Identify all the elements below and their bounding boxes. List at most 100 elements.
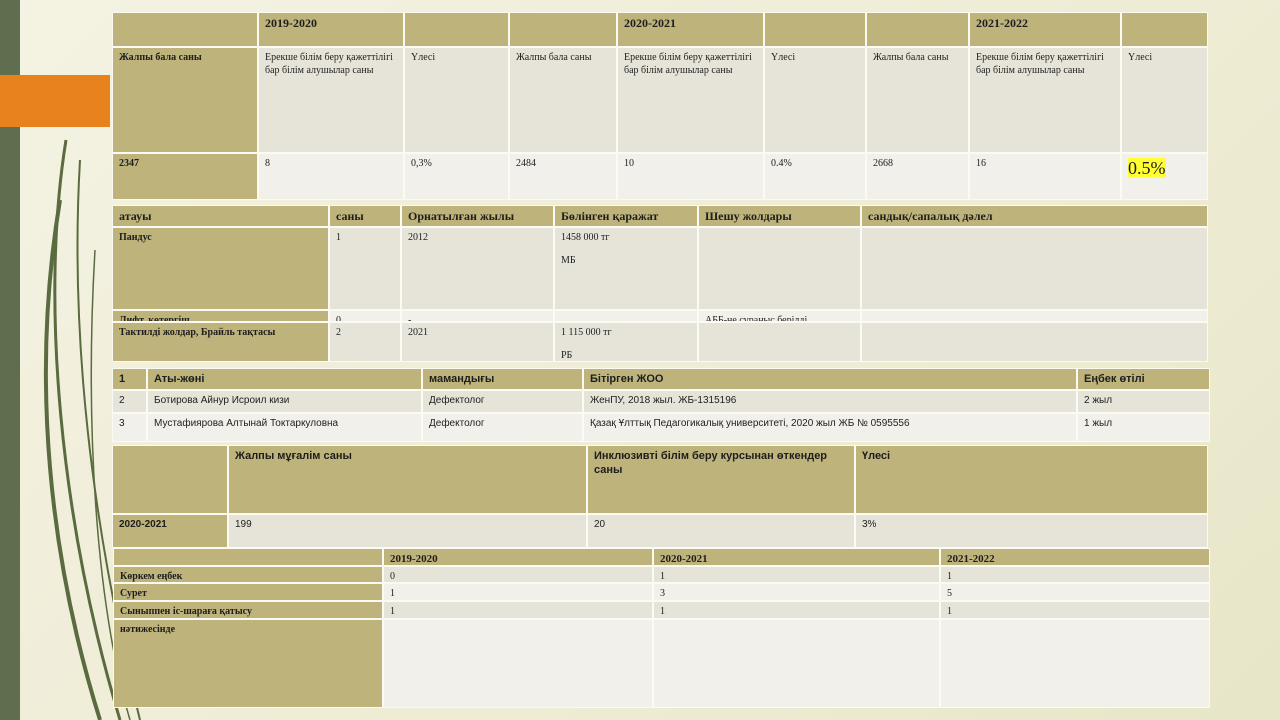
header-cell: 2021-2022	[940, 548, 1210, 566]
header-cell: Үлесі	[855, 445, 1208, 514]
table-cell: 1 115 000 тг РБ	[554, 322, 698, 362]
table-cell: 0	[329, 310, 401, 322]
table-cell	[861, 310, 1208, 322]
cell-text: Шешу жолдары	[705, 209, 792, 223]
table-cell: 2347	[112, 153, 258, 200]
cell-text: Жалпы бала саны	[873, 52, 949, 63]
table-cell: АББ-не сұраныс берілді	[698, 310, 861, 322]
table-cell	[653, 619, 940, 708]
cell-text: саны	[336, 209, 364, 223]
table-cell: 1	[653, 566, 940, 583]
cell-text: 2021-2022	[947, 553, 995, 565]
cell-text: Тактилді жолдар, Брайль тақтасы	[119, 327, 276, 338]
cell-text: 1 115 000 тг	[561, 327, 612, 338]
table-cell: Үлесі	[404, 47, 509, 153]
cell-text: 1	[660, 571, 665, 582]
table-cell: Сурет	[113, 583, 383, 601]
header-cell	[112, 12, 258, 47]
header-cell: 1	[112, 368, 147, 390]
cell-text: Үлесі	[411, 52, 436, 63]
cell-text: 20	[594, 519, 606, 530]
cell-text: Дефектолог	[429, 395, 485, 406]
cell-text: 1	[947, 571, 952, 582]
cell-text: Орнатылған жылы	[408, 209, 515, 223]
cell-text: 2019-2020	[390, 553, 438, 565]
cell-text: Үлесі	[1128, 52, 1153, 63]
table-cell: Қазақ Ұлттық Педагогикалық университеті,…	[583, 413, 1077, 442]
table-cell: 8	[258, 153, 404, 200]
table-cell: 1	[383, 583, 653, 601]
cell-text: 0,3%	[411, 158, 432, 169]
header-cell: 2019-2020	[258, 12, 404, 47]
table-cell: Үлесі	[1121, 47, 1208, 153]
cell-text: Аты-жөні	[154, 373, 205, 385]
header-cell: Инклюзивті білім беру курсынан өткендер …	[587, 445, 855, 514]
header-cell: Жалпы мұғалім саны	[228, 445, 587, 514]
cell-text: Дефектолог	[429, 418, 485, 429]
table-cell: Көркем еңбек	[113, 566, 383, 583]
cell-text: Жалпы мұғалім саны	[235, 450, 352, 462]
cell-text: мамандығы	[429, 373, 495, 385]
header-cell: Еңбек өтілі	[1077, 368, 1210, 390]
cell-text: атауы	[119, 209, 152, 223]
table-cell: Жалпы бала саны	[509, 47, 617, 153]
cell-text: 2 жыл	[1084, 395, 1113, 406]
cell-text: -	[408, 315, 412, 322]
table-cell: 0.4%	[764, 153, 866, 200]
cell-text: Қазақ Ұлттық Педагогикалық университеті,…	[590, 418, 910, 429]
table-cell: Сыныппен іс-шараға қатысу	[113, 601, 383, 619]
table-cell: 2020-2021	[112, 514, 228, 548]
cell-text: 1	[390, 588, 395, 599]
cell-text: 1458 000 тг	[561, 232, 610, 243]
cell-text: 2020-2021	[119, 519, 167, 530]
header-cell: Шешу жолдары	[698, 205, 861, 227]
cell-text: 1 жыл	[1084, 418, 1113, 429]
table-cell: 20	[587, 514, 855, 548]
cell-text: Жалпы бала саны	[119, 52, 202, 63]
cell-text: 1	[119, 373, 126, 385]
cell-text: Ерекше білім беру қажеттілігі бар білім …	[976, 52, 1104, 76]
table-cell: 1	[383, 601, 653, 619]
header-cell: 2020-2021	[653, 548, 940, 566]
cell-text: 5	[947, 588, 952, 599]
cell-text: 1	[336, 232, 341, 243]
table-cell: нәтижесінде	[113, 619, 383, 708]
table-cell: 3	[112, 413, 147, 442]
table-cell: 1458 000 тг МБ	[554, 227, 698, 310]
table-cell: Лифт, көтергіш	[112, 310, 329, 322]
cell-text: 2484	[516, 158, 536, 169]
header-cell: саны	[329, 205, 401, 227]
cell-text: 0.5%	[1128, 158, 1166, 178]
table-cell: 16	[969, 153, 1121, 200]
cell-text: РБ	[561, 350, 573, 361]
table-cell	[383, 619, 653, 708]
table-cell: 1	[940, 566, 1210, 583]
cell-text: 2019-2020	[265, 16, 317, 30]
cell-text: Көркем еңбек	[120, 571, 183, 582]
table-cell	[698, 227, 861, 310]
header-cell	[113, 548, 383, 566]
cell-text: 0	[390, 571, 395, 582]
header-cell: Аты-жөні	[147, 368, 422, 390]
table-cell: 0,3%	[404, 153, 509, 200]
cell-text: сандық/сапалық дәлел	[868, 209, 993, 223]
cell-text: 2668	[873, 158, 893, 169]
table-cell	[861, 227, 1208, 310]
table-cell: ЖенПУ, 2018 жыл. ЖБ-1315196	[583, 390, 1077, 413]
header-cell: 2019-2020	[383, 548, 653, 566]
cell-text: 2020-2021	[660, 553, 708, 565]
table-cell: 2	[112, 390, 147, 413]
cell-text: Үлесі	[771, 52, 796, 63]
cell-text: 0	[336, 315, 341, 322]
cell-text: Еңбек өтілі	[1084, 373, 1145, 385]
cell-text: Бітірген ЖОО	[590, 373, 664, 385]
table-cell: Мустафиярова Алтынай Токтаркуловна	[147, 413, 422, 442]
cell-text: 2347	[119, 158, 139, 169]
cell-text: 8	[265, 158, 270, 169]
table-cell: 0.5%	[1121, 153, 1208, 200]
table-cell: 2484	[509, 153, 617, 200]
cell-text: Үлесі	[862, 450, 891, 462]
header-cell: 2021-2022	[969, 12, 1121, 47]
cell-text: 3	[660, 588, 665, 599]
